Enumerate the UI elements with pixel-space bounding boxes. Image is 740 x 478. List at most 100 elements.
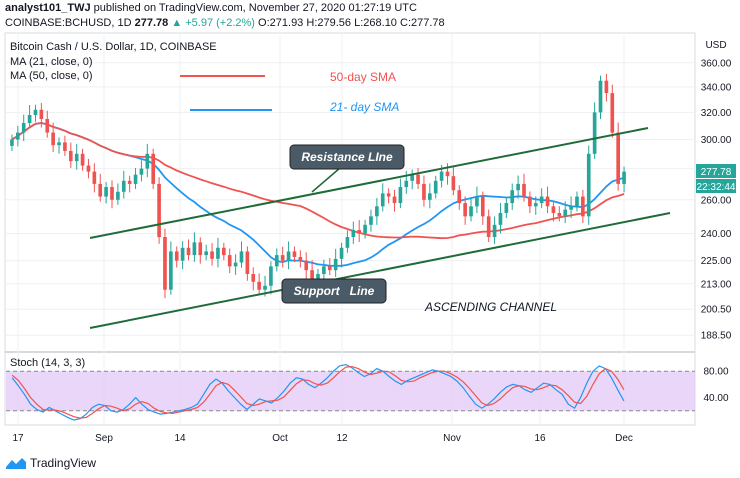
candle-body [386, 193, 391, 197]
open-label: O: [258, 17, 270, 29]
time-tick-label: Oct [272, 433, 288, 444]
candle-body [80, 153, 85, 166]
candle-body [469, 206, 473, 217]
resistance-pointer [311, 167, 341, 193]
candle-body [251, 273, 256, 282]
candle-body [516, 183, 520, 191]
candle-body [151, 153, 156, 184]
candle-body [174, 251, 179, 261]
price-tick-label: 300.00 [701, 135, 732, 146]
candle-body [551, 206, 556, 213]
candle-body [475, 196, 479, 207]
grid-lines [6, 33, 695, 425]
candle-body [210, 251, 214, 259]
chart-title: Bitcoin Cash / U.S. Dollar, 1D, COINBASE [10, 41, 217, 53]
price-tick-label: 360.00 [701, 58, 732, 69]
candle-body [557, 212, 562, 217]
candle-body [528, 196, 532, 207]
candle-body [139, 168, 144, 175]
candle-body [369, 216, 373, 225]
candle-body [104, 187, 108, 197]
ma50-indicator-label: MA (50, close, 0) [10, 70, 93, 82]
candle-body [375, 206, 379, 217]
channel-lower-line [89, 212, 671, 329]
symbol-text: COINBASE:BCHUSD, 1D [5, 17, 132, 29]
candle-body [392, 196, 397, 204]
time-tick-label: 17 [12, 433, 24, 444]
low-value: 268.10 [363, 17, 397, 29]
ma50-line [11, 122, 625, 240]
candle-body [198, 242, 203, 256]
candle-body [616, 132, 620, 184]
candle-body [186, 247, 191, 256]
candle-body [480, 196, 485, 217]
time-tick-label: 16 [534, 433, 546, 444]
ma21-legend-label: 21- day SMA [329, 100, 399, 114]
open-value: 271.93 [269, 17, 304, 29]
last-price: 277.78 [134, 17, 169, 29]
close-label: C: [400, 17, 411, 29]
candle-body [404, 180, 409, 188]
candle-body [492, 224, 497, 238]
candle-body [257, 281, 261, 290]
candle-body [269, 266, 273, 286]
candle-body [610, 93, 615, 133]
candle-body [339, 247, 344, 259]
stoch-d-line [11, 365, 625, 419]
published-text: published on TradingView.com, November 2… [93, 2, 417, 14]
candle-body [416, 174, 420, 184]
price-tick-label: 340.00 [701, 82, 732, 93]
candle-body [57, 142, 61, 146]
candle-body [345, 237, 350, 248]
candle-body [333, 258, 338, 271]
candles-group [10, 74, 626, 299]
candle-body [145, 153, 150, 169]
candle-body [21, 123, 26, 133]
candle-body [74, 153, 79, 162]
tradingview-logo[interactable]: TradingView [6, 456, 96, 470]
candle-body [451, 176, 456, 191]
candle-body [163, 237, 167, 290]
price-tick-label: 260.00 [701, 195, 732, 206]
candle-body [280, 255, 285, 261]
ma50-legend-label: 50-day SMA [330, 70, 396, 84]
stoch-band [6, 370, 695, 412]
candle-body [486, 216, 491, 238]
candle-body [357, 230, 362, 234]
ma21-indicator-label: MA (21, close, 0) [10, 56, 93, 68]
candle-body [575, 196, 579, 207]
stochastic-lines [11, 363, 625, 421]
candle-body [598, 80, 603, 113]
time-axis[interactable]: 17 Sep 14 Oct 12 Nov 16 Dec [12, 433, 632, 444]
price-tick-label: 225.00 [701, 256, 732, 267]
candle-body [222, 247, 226, 256]
resistance-label: Resistance LIne [301, 150, 393, 164]
candle-body [127, 180, 132, 184]
author-name[interactable]: analyst101_TWJ [5, 2, 91, 14]
candle-body [121, 180, 126, 192]
stoch-tick-label: 40.00 [703, 393, 728, 404]
price-tag-text: 277.78 [701, 167, 732, 178]
candle-body [433, 180, 438, 194]
candle-body [445, 171, 450, 177]
candle-body [39, 109, 44, 119]
candle-body [10, 139, 14, 146]
time-tick-label: 12 [336, 433, 348, 444]
candle-body [327, 266, 332, 271]
candle-body [68, 150, 73, 162]
candle-body [428, 193, 432, 200]
candle-body [45, 118, 50, 133]
price-tick-label: 200.50 [701, 305, 732, 316]
stoch-k-line [11, 363, 625, 421]
candle-body [380, 193, 385, 207]
candle-body [363, 224, 367, 234]
current-price-tag: 277.78 22:32:44 [696, 164, 736, 193]
candle-body [27, 115, 32, 124]
candle-body [563, 209, 568, 217]
candle-body [592, 112, 597, 154]
time-tick-label: Nov [443, 433, 461, 444]
currency-label: USD [705, 40, 726, 51]
candle-body [410, 174, 414, 181]
price-change: ▲ +5.97 (+2.2%) [171, 17, 255, 29]
